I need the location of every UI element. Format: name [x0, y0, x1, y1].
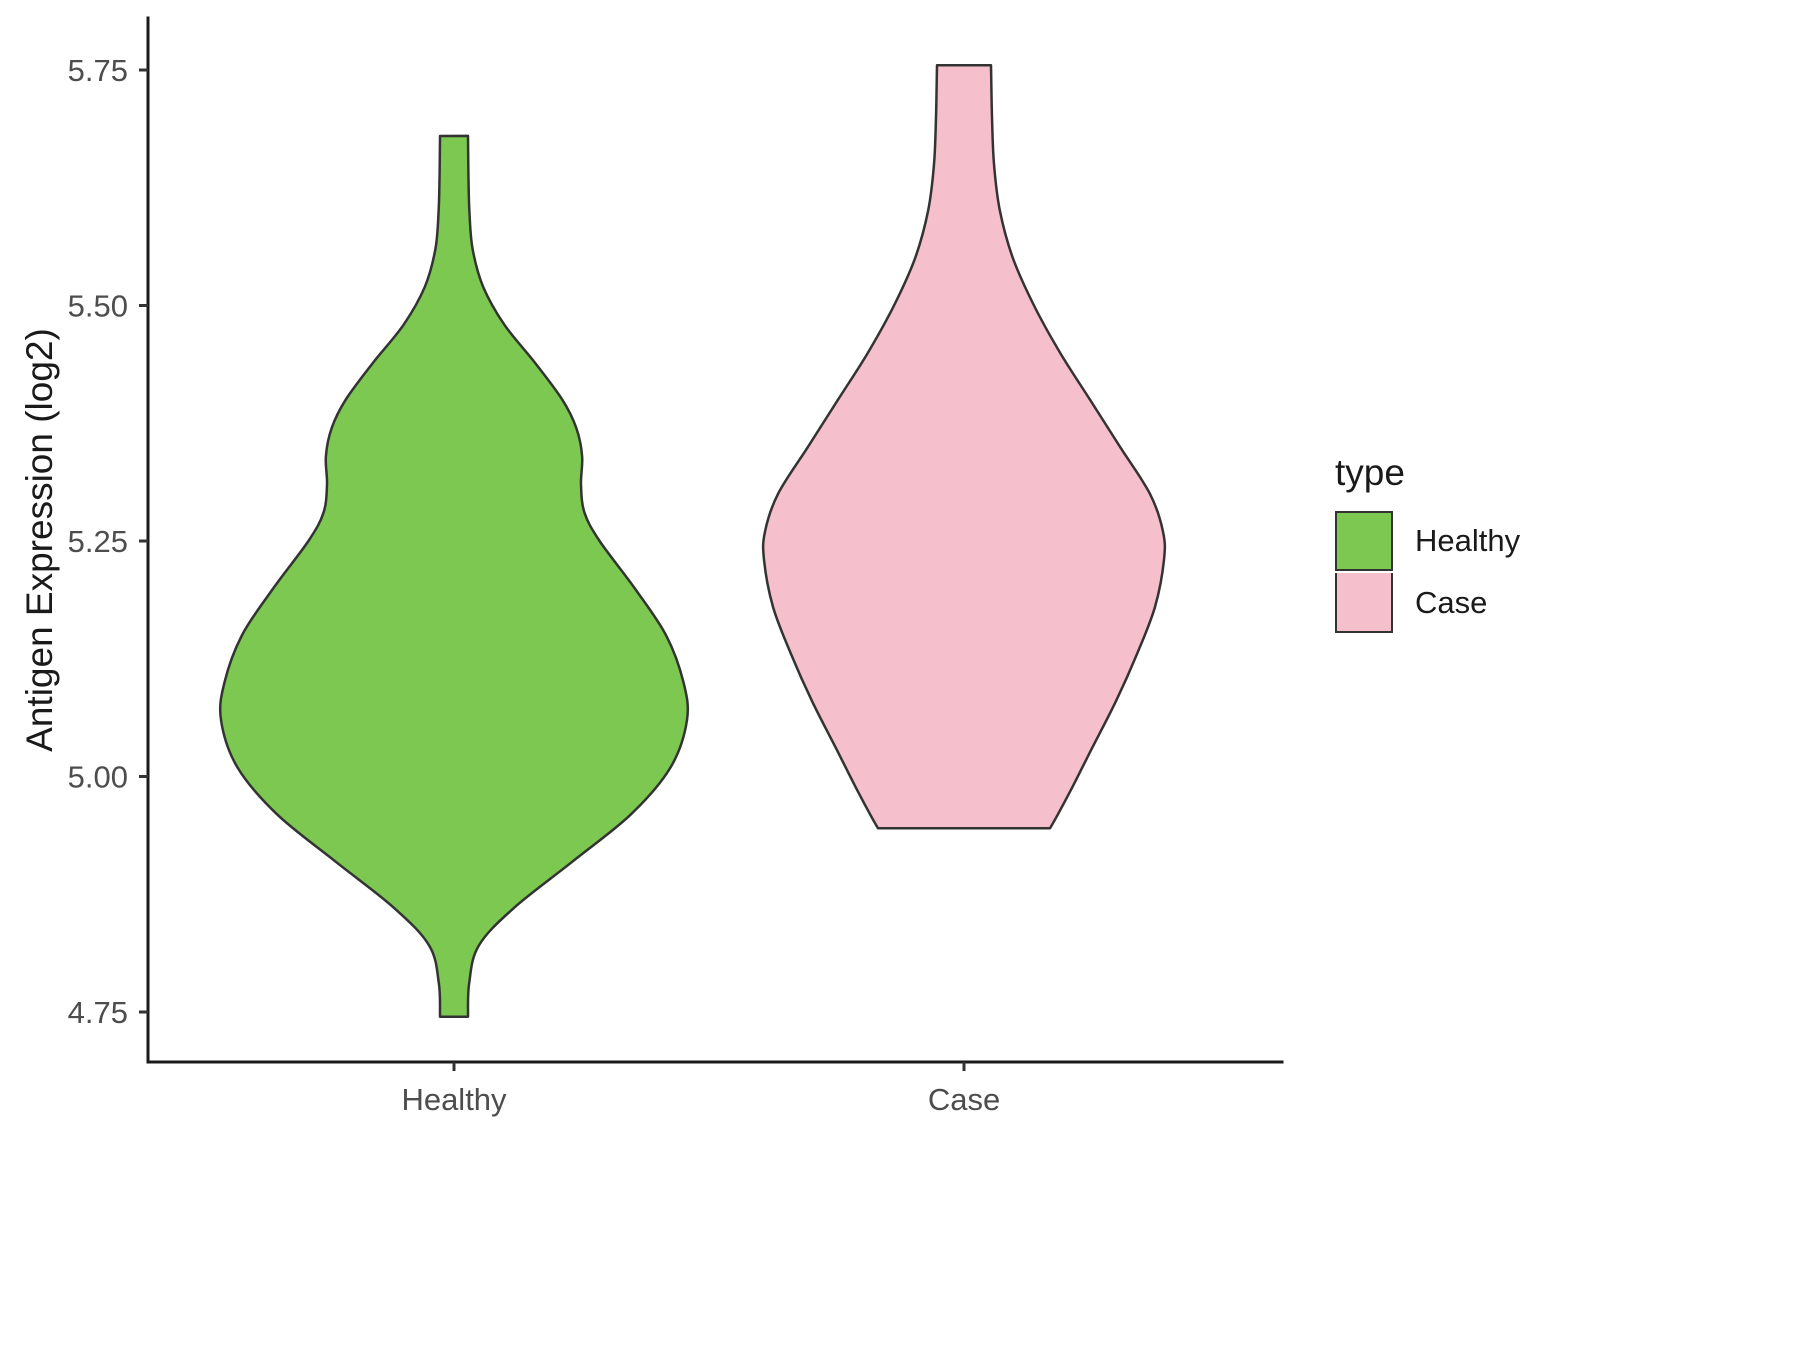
violin-case — [761, 64, 1167, 830]
legend: type Healthy Case — [1335, 452, 1520, 634]
violin-healthy — [218, 134, 690, 1018]
x-category-label: Healthy — [401, 1082, 507, 1117]
y-tick-label: 5.75 — [68, 53, 128, 88]
y-tick-label: 5.50 — [68, 289, 128, 324]
legend-swatch-case — [1335, 573, 1393, 633]
legend-swatch-healthy — [1335, 511, 1393, 571]
legend-title: type — [1335, 452, 1405, 493]
y-tick-label: 5.25 — [68, 524, 128, 559]
legend-entry-case: Case — [1335, 572, 1520, 634]
legend-label-case: Case — [1415, 585, 1488, 620]
legend-label-healthy: Healthy — [1415, 523, 1521, 558]
y-axis-title: Antigen Expression (log2) — [19, 328, 60, 752]
y-tick-label: 4.75 — [68, 995, 128, 1030]
y-tick-label: 5.00 — [68, 760, 128, 795]
x-category-label: Case — [928, 1082, 1000, 1117]
legend-entry-healthy: Healthy — [1335, 510, 1520, 572]
